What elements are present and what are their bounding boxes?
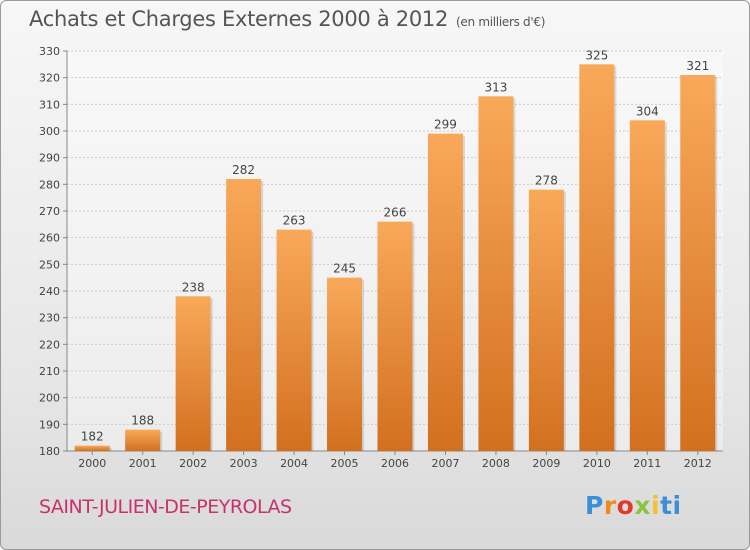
town-name: SAINT-JULIEN-DE-PEYROLAS <box>39 496 292 518</box>
bar-2005 <box>327 277 363 451</box>
x-tick-label: 2004 <box>280 457 308 470</box>
y-tick-label: 180 <box>39 445 60 458</box>
chart-title: Achats et Charges Externes 2000 à 2012 (e… <box>29 7 545 31</box>
y-tick-label: 280 <box>39 178 60 191</box>
data-label: 263 <box>283 214 306 228</box>
y-tick-label: 310 <box>39 98 60 111</box>
data-label: 278 <box>535 174 558 188</box>
bar-2011 <box>629 120 665 451</box>
data-label: 188 <box>131 414 154 428</box>
bar-2006 <box>377 221 413 451</box>
title-text: Achats et Charges Externes 2000 à 2012 <box>29 7 449 31</box>
data-label: 245 <box>333 262 356 276</box>
x-tick-label: 2002 <box>179 457 207 470</box>
y-tick-label: 330 <box>39 45 60 58</box>
x-tick-label: 2007 <box>431 457 459 470</box>
bar-2008 <box>478 96 514 451</box>
data-label: 299 <box>434 118 457 132</box>
bar-2001 <box>125 429 161 451</box>
y-tick-label: 190 <box>39 418 60 431</box>
x-tick-label: 2006 <box>381 457 409 470</box>
x-tick-label: 2001 <box>129 457 157 470</box>
y-tick-label: 300 <box>39 125 60 138</box>
data-label: 304 <box>636 104 659 118</box>
x-tick-label: 2008 <box>482 457 510 470</box>
y-tick-label: 290 <box>39 152 60 165</box>
bar-2000 <box>74 445 110 451</box>
data-label: 266 <box>384 206 407 220</box>
bar-2009 <box>528 189 564 451</box>
x-tick-label: 2003 <box>230 457 258 470</box>
data-label: 182 <box>81 430 104 444</box>
x-tick-label: 2012 <box>684 457 712 470</box>
x-tick-label: 2000 <box>78 457 106 470</box>
y-tick-label: 220 <box>39 338 60 351</box>
unit-label: (en milliers d'€) <box>456 15 546 29</box>
bar-2010 <box>579 64 615 452</box>
bar-2002 <box>175 296 211 451</box>
proxiti-logo: Proxiti <box>585 491 682 520</box>
y-tick-label: 230 <box>39 312 60 325</box>
y-tick-label: 260 <box>39 232 60 245</box>
data-label: 238 <box>182 280 205 294</box>
data-label: 282 <box>232 163 255 177</box>
data-label: 325 <box>585 48 608 62</box>
bar-2004 <box>276 229 312 451</box>
y-tick-label: 210 <box>39 365 60 378</box>
x-tick-label: 2010 <box>583 457 611 470</box>
x-tick-label: 2005 <box>331 457 359 470</box>
y-tick-label: 240 <box>39 285 60 298</box>
bar-2003 <box>226 179 262 451</box>
data-label: 313 <box>484 80 507 94</box>
y-tick-label: 250 <box>39 258 60 271</box>
bar-2007 <box>427 133 463 451</box>
x-tick-label: 2009 <box>532 457 560 470</box>
y-tick-label: 320 <box>39 72 60 85</box>
y-tick-label: 200 <box>39 392 60 405</box>
bar-2012 <box>680 75 716 451</box>
data-label: 321 <box>686 59 709 73</box>
y-tick-label: 270 <box>39 205 60 218</box>
x-tick-label: 2011 <box>633 457 661 470</box>
